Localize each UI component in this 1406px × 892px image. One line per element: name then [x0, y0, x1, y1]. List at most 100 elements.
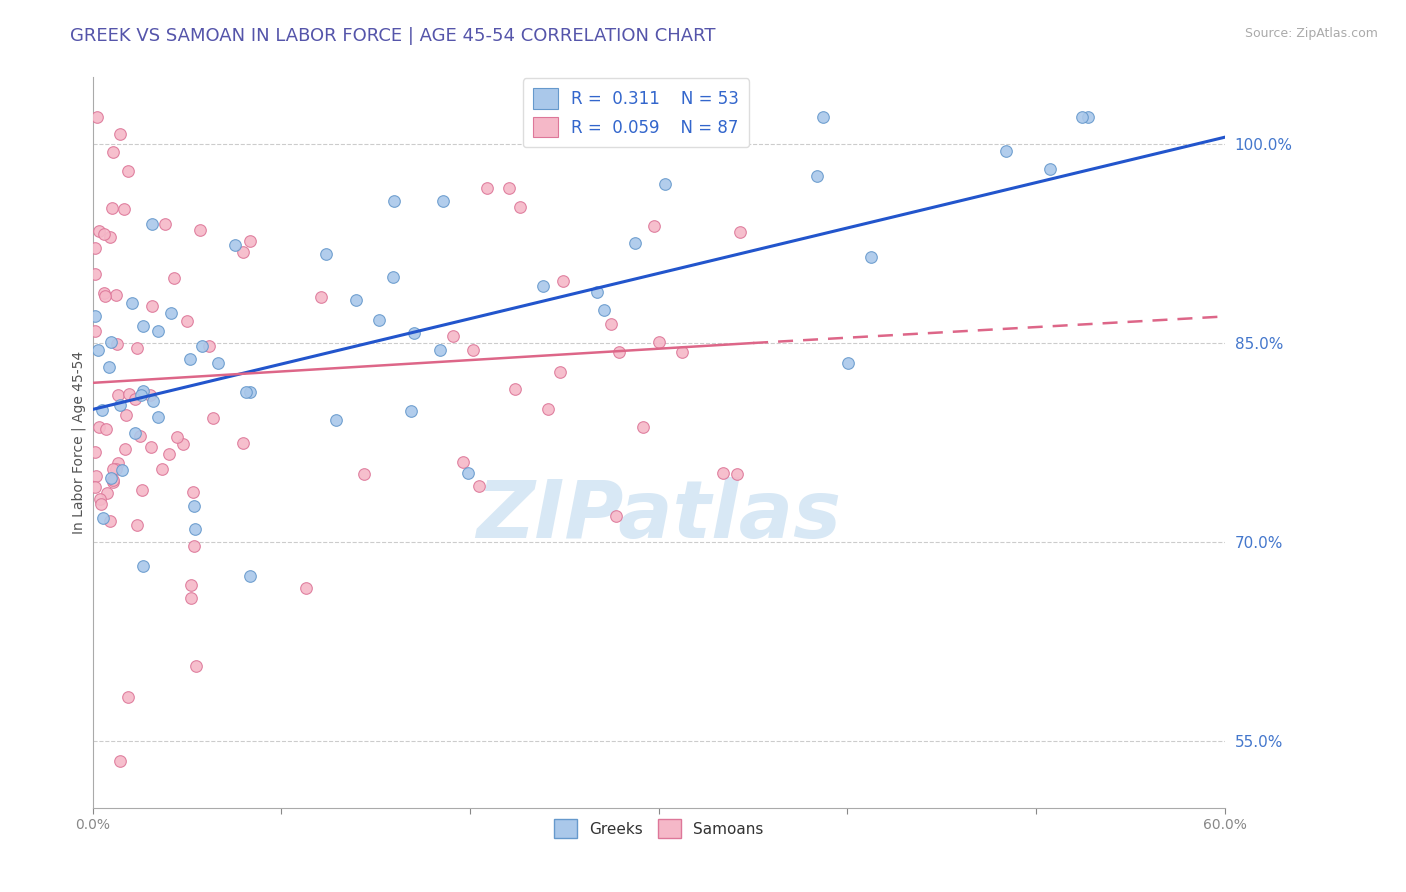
- Point: [127, 518, 149, 533]
- Point: [89, 420, 111, 434]
- Point: [94, 422, 117, 436]
- Point: [141, 217, 163, 231]
- Legend: Greeks, Samoans: Greeks, Samoans: [548, 814, 769, 844]
- Point: [643, 219, 665, 233]
- Point: [232, 435, 254, 450]
- Point: [599, 317, 621, 331]
- Point: [83, 479, 105, 493]
- Point: [114, 442, 136, 456]
- Point: [155, 217, 177, 231]
- Point: [117, 690, 139, 704]
- Point: [183, 522, 205, 536]
- Point: [124, 425, 146, 440]
- Point: [160, 306, 183, 320]
- Point: [179, 352, 201, 367]
- Point: [605, 508, 627, 523]
- Point: [180, 578, 202, 592]
- Point: [129, 429, 152, 443]
- Point: [118, 387, 141, 401]
- Point: [294, 582, 316, 596]
- Point: [176, 314, 198, 328]
- Point: [725, 467, 748, 482]
- Point: [83, 309, 105, 323]
- Point: [89, 491, 111, 506]
- Point: [813, 110, 835, 124]
- Point: [100, 471, 122, 485]
- Point: [1039, 161, 1062, 176]
- Point: [115, 409, 138, 423]
- Point: [239, 384, 262, 399]
- Point: [607, 344, 630, 359]
- Point: [550, 365, 572, 379]
- Point: [728, 226, 751, 240]
- Point: [90, 497, 112, 511]
- Point: [654, 178, 676, 192]
- Point: [87, 224, 110, 238]
- Point: [141, 300, 163, 314]
- Point: [93, 510, 115, 524]
- Point: [101, 201, 124, 215]
- Point: [593, 303, 616, 318]
- Point: [125, 821, 148, 835]
- Point: [503, 382, 526, 396]
- Point: [86, 110, 108, 124]
- Point: [105, 337, 128, 351]
- Point: [468, 479, 491, 493]
- Point: [94, 289, 117, 303]
- Point: [1070, 110, 1092, 124]
- Point: [367, 313, 389, 327]
- Point: [104, 462, 127, 476]
- Point: [509, 200, 531, 214]
- Point: [121, 296, 143, 310]
- Point: [183, 539, 205, 553]
- Point: [142, 394, 165, 409]
- Point: [108, 754, 131, 768]
- Point: [141, 440, 163, 454]
- Point: [139, 388, 162, 402]
- Point: [432, 194, 454, 208]
- Point: [235, 384, 257, 399]
- Point: [100, 334, 122, 349]
- Point: [162, 271, 184, 285]
- Point: [457, 466, 479, 480]
- Point: [202, 410, 225, 425]
- Point: [96, 485, 118, 500]
- Point: [105, 287, 128, 301]
- Point: [83, 241, 105, 255]
- Point: [1077, 110, 1099, 124]
- Point: [451, 455, 474, 469]
- Point: [475, 181, 498, 195]
- Point: [402, 326, 425, 340]
- Point: [91, 403, 114, 417]
- Point: [83, 444, 105, 458]
- Point: [232, 244, 254, 259]
- Point: [671, 344, 693, 359]
- Point: [166, 430, 188, 444]
- Point: [994, 144, 1017, 158]
- Point: [224, 238, 246, 252]
- Point: [353, 467, 375, 481]
- Point: [127, 342, 149, 356]
- Point: [101, 475, 124, 489]
- Point: [181, 484, 204, 499]
- Point: [98, 360, 121, 375]
- Point: [498, 180, 520, 194]
- Point: [190, 339, 212, 353]
- Point: [382, 194, 405, 208]
- Point: [84, 267, 107, 281]
- Point: [315, 247, 337, 261]
- Point: [198, 339, 221, 353]
- Text: Source: ZipAtlas.com: Source: ZipAtlas.com: [1244, 27, 1378, 40]
- Y-axis label: In Labor Force | Age 45-54: In Labor Force | Age 45-54: [72, 351, 86, 534]
- Point: [98, 230, 121, 244]
- Point: [711, 466, 734, 480]
- Text: ZIPatlas: ZIPatlas: [477, 476, 841, 555]
- Point: [108, 127, 131, 141]
- Point: [93, 285, 115, 300]
- Point: [146, 409, 169, 424]
- Point: [124, 392, 146, 406]
- Point: [172, 437, 194, 451]
- Point: [399, 404, 422, 418]
- Point: [188, 223, 211, 237]
- Point: [429, 343, 451, 357]
